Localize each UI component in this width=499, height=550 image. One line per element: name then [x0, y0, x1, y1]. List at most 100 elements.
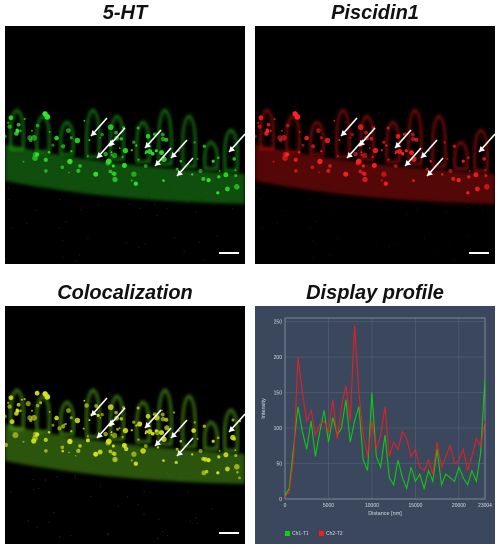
- cell-dot: [448, 169, 453, 173]
- y-axis-label: Intensity: [261, 398, 267, 419]
- villus-outline: [85, 108, 101, 159]
- background-speck: [53, 511, 55, 514]
- villus-outline: [109, 394, 125, 441]
- y-tick-label: 250: [274, 320, 283, 326]
- cell-dot: [160, 412, 165, 417]
- background-speck: [74, 477, 76, 479]
- cell-dot: [319, 136, 323, 140]
- cell-dot: [67, 158, 73, 165]
- background-speck: [107, 534, 109, 536]
- cell-dot: [175, 447, 179, 451]
- cell-dot: [78, 164, 82, 168]
- cell-dot: [54, 415, 59, 421]
- cell-dot: [43, 437, 48, 442]
- villus-outline: [35, 114, 51, 154]
- cell-dot: [70, 430, 73, 433]
- cell-dot: [395, 134, 401, 139]
- cell-dot: [44, 449, 48, 453]
- cell-dot: [293, 157, 298, 162]
- cell-dot: [484, 169, 487, 172]
- cell-dot: [467, 175, 471, 179]
- background-speck: [161, 186, 163, 188]
- cell-dot: [97, 449, 103, 455]
- cell-dot: [257, 124, 262, 129]
- cell-dot: [7, 121, 10, 124]
- background-speck: [99, 485, 102, 487]
- arrow-icon: [176, 437, 194, 457]
- cell-dot: [294, 169, 298, 173]
- villus-outline: [359, 114, 375, 161]
- background-speck: [146, 465, 148, 467]
- cell-dot: [362, 176, 368, 183]
- villus-outline: [109, 114, 125, 161]
- cell-dot: [121, 443, 127, 448]
- series-line-ch1-t1: [284, 378, 486, 496]
- background-speck: [129, 203, 131, 205]
- arrow-icon: [96, 139, 114, 159]
- arrow-icon: [228, 413, 245, 433]
- arrow-icon: [228, 133, 245, 153]
- cell-dot: [20, 398, 23, 401]
- cell-dot: [19, 129, 22, 133]
- cell-dot: [124, 446, 129, 452]
- background-speck: [216, 235, 218, 237]
- cell-dot: [234, 174, 238, 178]
- cell-dot: [140, 448, 146, 454]
- cell-dot: [369, 137, 373, 141]
- cell-dot: [452, 144, 456, 148]
- cell-dot: [111, 444, 115, 448]
- y-tick-label: 200: [274, 355, 283, 361]
- cell-dot: [7, 404, 12, 409]
- cell-dot: [304, 135, 309, 141]
- micrograph-piscidin1: [255, 26, 495, 264]
- cell-dot: [131, 451, 137, 457]
- cell-dot: [60, 165, 65, 170]
- cell-dot: [269, 129, 272, 133]
- background-speck: [203, 259, 205, 261]
- cell-dot: [7, 401, 10, 404]
- x-tick-label: 0: [284, 503, 287, 509]
- background-speck: [433, 250, 435, 252]
- villus-outline: [181, 114, 197, 168]
- cell-dot: [74, 455, 77, 457]
- arrow-icon: [170, 139, 188, 159]
- cell-dot: [404, 149, 408, 153]
- cell-dot: [42, 391, 48, 397]
- cell-dot: [111, 451, 115, 455]
- cell-dot: [99, 417, 102, 419]
- y-tick-label: 0: [279, 497, 282, 503]
- cell-dot: [145, 134, 151, 139]
- background-speck: [257, 187, 259, 189]
- background-speck: [183, 250, 185, 252]
- cell-dot: [217, 175, 221, 179]
- arrow-icon: [154, 427, 172, 447]
- cell-dot: [145, 414, 151, 419]
- cell-dot: [402, 133, 405, 136]
- background-speck: [261, 227, 263, 229]
- cell-dot: [223, 172, 229, 178]
- cell-dot: [19, 409, 22, 413]
- background-speck: [198, 241, 200, 243]
- background-speck: [8, 199, 10, 201]
- cell-dot: [67, 438, 73, 445]
- villus-outline: [431, 114, 447, 168]
- cell-dot: [42, 111, 48, 117]
- cell-dot: [193, 421, 196, 424]
- cell-dot: [266, 122, 271, 127]
- cell-dot: [68, 171, 70, 174]
- cell-dot: [31, 409, 33, 412]
- cell-dot: [35, 123, 40, 128]
- micrograph-5ht: [5, 26, 245, 264]
- cell-dot: [23, 398, 26, 401]
- arrow-icon: [176, 157, 194, 177]
- cell-dot: [136, 406, 140, 410]
- background-speck: [456, 192, 458, 194]
- cell-dot: [111, 432, 118, 439]
- background-speck: [62, 256, 64, 258]
- x-tick-label: 5000: [323, 503, 334, 509]
- cell-dot: [400, 149, 403, 152]
- cell-dot: [136, 126, 140, 130]
- cell-dot: [112, 456, 118, 463]
- background-speck: [416, 207, 418, 209]
- cell-dot: [298, 131, 301, 133]
